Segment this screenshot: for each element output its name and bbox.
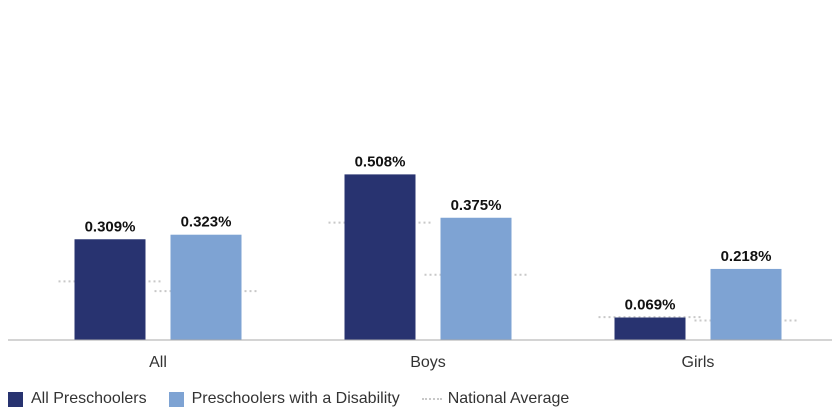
legend-label-all-preschoolers: All Preschoolers	[31, 390, 147, 407]
legend: All Preschoolers Preschoolers with a Dis…	[8, 390, 591, 408]
data-label-all-preschoolers-girls: 0.069%	[625, 297, 676, 314]
legend-swatch-with-disability	[168, 391, 184, 407]
legend-swatch-all-preschoolers	[8, 391, 23, 407]
x-tick-label-girls: Girls	[682, 354, 715, 371]
national-average-lines	[58, 221, 800, 322]
x-tick-label-all: All	[149, 354, 167, 371]
bar-all-preschoolers-boys	[344, 174, 416, 340]
data-label-all-preschoolers-boys: 0.508%	[355, 153, 406, 170]
data-label-with-disability-all: 0.323%	[181, 214, 232, 231]
legend-item-national-average: National Average	[421, 390, 570, 408]
legend-label-with-disability: Preschoolers with a Disability	[191, 390, 400, 407]
data-label-with-disability-boys: 0.375%	[451, 197, 502, 214]
bar-with-disability-boys	[440, 217, 512, 340]
bar-with-disability-girls	[710, 268, 782, 340]
bar-all-preschoolers-all	[74, 239, 146, 340]
x-tick-labels: All Boys Girls	[149, 354, 714, 371]
bar-all-preschoolers-girls	[614, 317, 686, 340]
legend-item-all-preschoolers: All Preschoolers	[8, 390, 147, 408]
bars	[74, 174, 782, 340]
data-label-all-preschoolers-all: 0.309%	[85, 218, 136, 235]
legend-item-with-disability: Preschoolers with a Disability	[168, 390, 400, 408]
legend-dotline-national-average	[421, 398, 442, 400]
data-labels: 0.309% 0.323% 0.508% 0.375% 0.069% 0.218%	[85, 153, 772, 313]
legend-label-national-average: National Average	[447, 390, 570, 407]
x-tick-label-boys: Boys	[410, 354, 446, 371]
bar-with-disability-all	[170, 234, 242, 340]
data-label-with-disability-girls: 0.218%	[721, 248, 772, 265]
bar-chart: 0.309% 0.323% 0.508% 0.375% 0.069% 0.218% All…	[8, 153, 832, 371]
